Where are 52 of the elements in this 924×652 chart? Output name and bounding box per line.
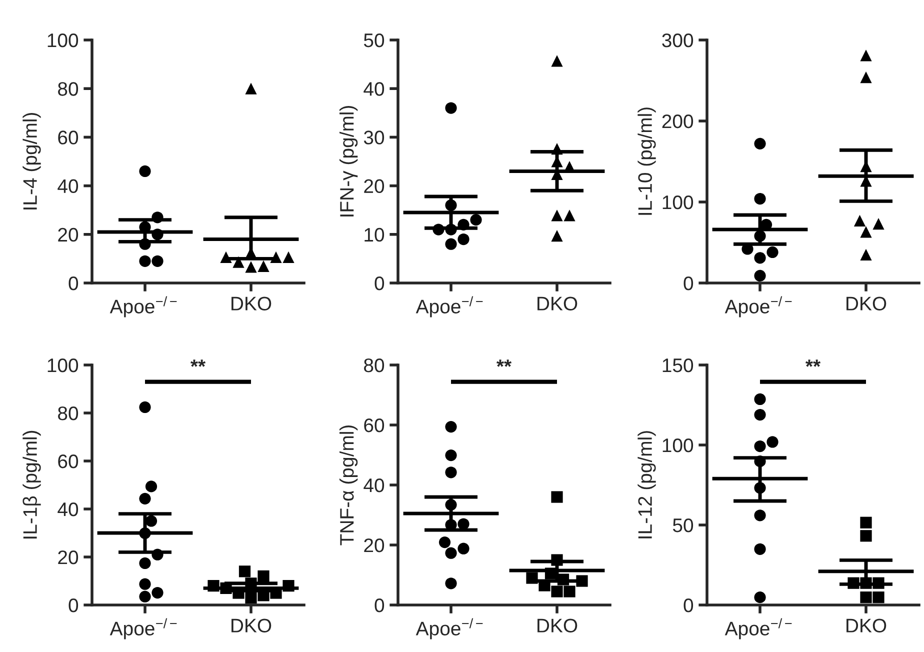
y-tick-label: 20 [364,179,384,194]
y-tick-label: 40 [364,478,384,492]
annotation: ** [190,360,206,367]
y-tick-label: 80 [58,406,78,420]
y-tick-label: 50 [672,518,694,532]
y-tick-label: 200 [662,114,694,128]
y-tick-label: 60 [364,418,384,432]
y-tick-label: 0 [374,276,384,290]
y-tick-label: 20 [364,538,384,552]
y-tick-label: 60 [58,454,78,468]
y-tick-label: 20 [58,228,78,242]
x-tick-label: DKO [846,296,886,310]
x-tick-label: DKO [538,296,578,310]
y-tick-label: 0 [684,276,694,290]
x-tick-label: Apoe$^{−/−}$ [724,296,792,318]
y-tick-label: 100 [48,33,78,48]
annotation: ** [496,360,512,367]
y-tick-label: 100 [662,195,694,210]
y-tick-label: 100 [48,358,78,372]
y-axis-title: IFN-γ (pg/ml) [340,106,358,216]
y-axis-title: IL-1β (pg/ml) [22,430,41,538]
y-tick-label: 0 [374,598,384,612]
y-tick-label: 100 [662,438,694,452]
y-tick-label: 80 [364,358,384,372]
x-tick-label: Apoe$^{−/−}$ [416,618,483,640]
x-tick-label: Apoe$^{−/−}$ [110,296,177,318]
y-axis-title: IL-10 (pg/ml) [638,108,656,215]
x-tick-label: DKO [538,618,578,632]
y-tick-label: 80 [58,82,78,96]
y-tick-label: 300 [662,33,694,48]
x-tick-label: DKO [846,618,886,632]
y-tick-label: 0 [684,598,694,612]
y-tick-label: 50 [364,33,384,48]
y-tick-label: 150 [662,358,694,372]
y-tick-label: 60 [58,130,78,144]
y-axis-title: TNF-α (pg/ml) [340,425,358,546]
annotation: ** [805,360,821,367]
y-tick-label: 30 [364,130,384,144]
y-tick-label: 0 [68,598,78,612]
x-tick-label: DKO [232,296,272,310]
x-tick-label: Apoe$^{−/−}$ [724,618,792,640]
y-tick-label: 20 [58,550,78,564]
y-tick-label: 10 [364,228,384,242]
x-tick-label: DKO [232,618,272,632]
y-axis-title: IL-4 (pg/ml) [22,113,41,210]
y-tick-label: 40 [364,82,384,96]
y-tick-label: 40 [58,502,78,516]
y-axis-title: IL-12 (pg/ml) [638,431,656,538]
y-tick-label: 40 [58,179,78,194]
x-tick-label: Apoe$^{−/−}$ [110,618,177,640]
x-tick-label: Apoe$^{−/−}$ [416,296,483,318]
y-tick-label: 0 [68,276,78,290]
